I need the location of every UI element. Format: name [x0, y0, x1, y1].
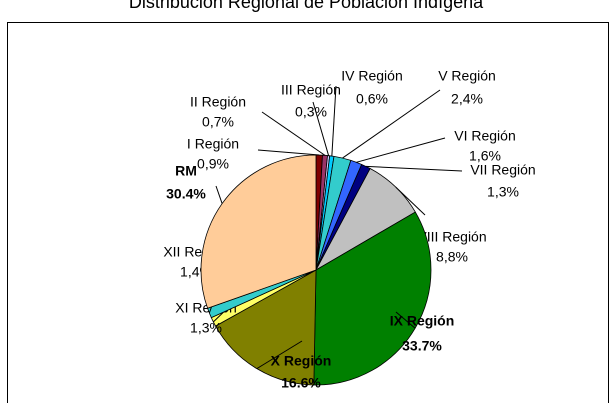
slice-value-label: 0,6% [356, 91, 388, 107]
leader-line [312, 101, 330, 156]
slice-value-label: 8,8% [436, 249, 468, 265]
pie-slice [215, 269, 317, 386]
slice-value-label: 2,4% [451, 91, 483, 107]
leader-line [215, 185, 223, 204]
leader-line [256, 340, 303, 370]
slice-label: IV Región [341, 68, 402, 84]
slice-label: III Región [281, 82, 341, 98]
chart-title: Distribución Regional de Población Indíg… [129, 0, 484, 12]
pie-slice [313, 211, 432, 386]
slice-label: IX Región [390, 313, 455, 329]
slice-value-label: 0,7% [202, 114, 234, 130]
plot-border [7, 22, 609, 403]
leader-line [342, 89, 441, 159]
slice-label: II Región [190, 94, 246, 110]
leader-line [356, 137, 446, 163]
slice-label: VII Región [470, 162, 535, 178]
slice-label: VIII Región [417, 229, 486, 245]
slice-value-label: 0,9% [197, 156, 229, 172]
leader-line [331, 85, 337, 157]
pie-slice [200, 154, 317, 309]
slice-value-label: 0,3% [295, 104, 327, 120]
leader-line [365, 165, 463, 172]
leader-line [261, 111, 326, 156]
slice-value-label: 1,6% [469, 148, 501, 164]
slice-value-label: 33.7% [402, 338, 442, 354]
slice-value-label: 1,3% [190, 320, 222, 336]
leader-line [395, 311, 416, 329]
slice-label: X Región [271, 353, 332, 369]
slice-value-label: 1,3% [487, 184, 519, 200]
leader-line [257, 149, 320, 156]
slice-label: I Región [187, 136, 239, 152]
slice-label: VI Región [454, 128, 515, 144]
slice-label: RM [175, 163, 197, 179]
slice-value-label: 16.6% [281, 375, 321, 391]
slice-value-label: 30.4% [166, 186, 206, 202]
slice-label: V Región [438, 68, 496, 84]
leader-line [395, 186, 426, 216]
